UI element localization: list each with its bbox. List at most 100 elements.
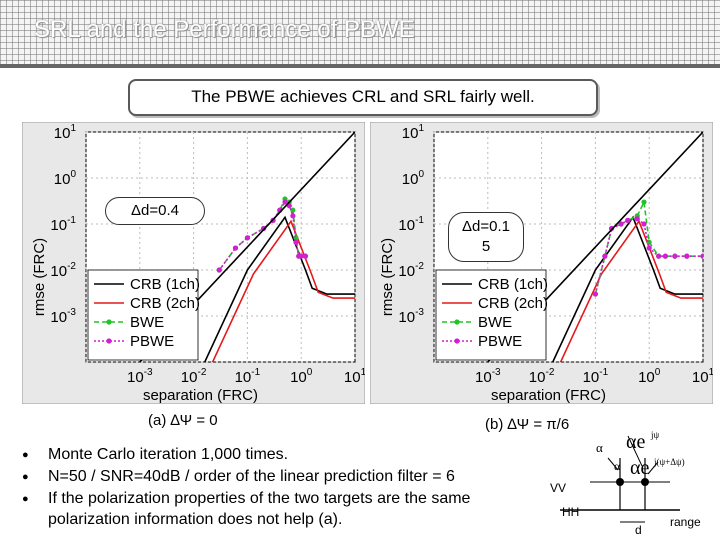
data-point-pbwe — [700, 253, 703, 259]
data-point-pbwe — [244, 235, 250, 241]
rmse-plot-b: 10-3 10-2 10-1 100 10110110010-110-210-3sepa… — [370, 122, 713, 404]
alpha-pointer-1 — [607, 457, 619, 471]
alpha-label: α — [596, 440, 603, 455]
x-tick-label: 10-2 — [529, 367, 555, 386]
bullet-text: N=50 / SNR=40dB / order of the linear pr… — [48, 468, 455, 485]
x-tick-label: 100 — [290, 367, 313, 386]
legend: CRB (1ch) CRB (2ch) BWE PBWE — [435, 269, 548, 361]
legend-label: PBWE — [130, 333, 174, 350]
y-tick-label: 101 — [54, 123, 77, 142]
data-point-pbwe — [216, 267, 222, 273]
y-axis-label: rmse (FRC) — [31, 238, 48, 316]
alpha-pointer-2 — [627, 435, 643, 467]
y-axis-label: rmse (FRC) — [379, 238, 396, 316]
x-tick-label: 100 — [638, 367, 661, 386]
x-tick-label: 10-1 — [583, 367, 609, 386]
summary-text: The PBWE achieves CRL and SRL fairly wel… — [191, 87, 535, 106]
alpha-phase-2-exp: j(ψ+Δψ) — [653, 457, 685, 467]
data-point-pbwe — [625, 217, 631, 223]
bullet-dot-icon: ● — [22, 471, 29, 483]
legend-label: CRB (1ch) — [130, 276, 200, 293]
d-label: d — [635, 523, 642, 537]
data-point-pbwe — [290, 213, 296, 219]
callout-b-line1: Δd=0.1 — [462, 218, 510, 235]
data-point-pbwe — [592, 291, 598, 297]
y-tick-label: 10-2 — [50, 261, 76, 280]
data-point-pbwe — [662, 253, 668, 259]
x-axis-label: separation (FRC) — [491, 387, 606, 404]
legend-label: CRB (2ch) — [478, 295, 548, 312]
alpha-pointer-3 — [647, 461, 659, 475]
legend-marker — [454, 319, 460, 325]
x-tick-label: 10-1 — [235, 367, 261, 386]
bullet-dot-icon: ● — [22, 493, 29, 505]
legend-marker — [106, 319, 112, 325]
data-point-pbwe — [641, 221, 647, 227]
data-point-pbwe — [302, 253, 309, 259]
target-1-marker — [616, 478, 624, 486]
y-tick-label: 100 — [402, 169, 425, 188]
data-point-pbwe — [634, 216, 640, 222]
y-tick-label: 10-1 — [398, 215, 424, 234]
series-line-crb-1ch- — [203, 215, 355, 362]
y-tick-label: 10-3 — [398, 307, 424, 326]
legend: CRB (1ch) CRB (2ch) BWE PBWE — [87, 269, 200, 361]
y-tick-label: 101 — [402, 123, 425, 142]
series-line-crb-1ch- — [551, 215, 703, 362]
legend-label: CRB (1ch) — [478, 276, 548, 293]
legend-label: BWE — [130, 314, 164, 331]
callout-b: Δd=0.1 5 — [448, 212, 524, 262]
legend-label: CRB (2ch) — [130, 295, 200, 312]
bullet-item: ● Monte Carlo iteration 1,000 times. — [22, 444, 542, 466]
bullet-dot-icon: ● — [22, 449, 29, 461]
caption-a: (a) ∆Ψ = 0 — [148, 412, 218, 429]
alpha-phase-1: αe — [626, 431, 645, 453]
data-point-pbwe — [672, 253, 678, 259]
target-2-marker — [641, 478, 649, 486]
bullet-list: ● Monte Carlo iteration 1,000 times. ● N=5… — [22, 444, 542, 530]
x-axis-label: separation (FRC) — [143, 387, 258, 404]
alpha-label-2: α — [614, 459, 621, 473]
series-line-crb-2ch- — [211, 219, 355, 362]
x-tick-label: 10-3 — [475, 367, 501, 386]
polarization-diagram: α α αe jψ αe j(ψ+Δψ) VV HH d range — [550, 430, 701, 537]
alpha-phase-1-exp: jψ — [650, 430, 660, 440]
callout-b-line2: 5 — [481, 238, 491, 255]
legend-label: BWE — [478, 314, 512, 331]
bullet-text: Monte Carlo iteration 1,000 times. — [48, 446, 289, 463]
data-point-pbwe — [618, 221, 624, 227]
range-label: range — [670, 515, 701, 529]
slide-title: SRL and the Performance of PBWE — [34, 16, 415, 43]
legend-marker — [454, 338, 460, 344]
data-point-pbwe — [684, 253, 690, 259]
data-point-pbwe — [656, 253, 662, 259]
series-group — [487, 132, 703, 362]
data-point-pbwe — [602, 253, 608, 259]
alpha-phase-2: αe — [630, 457, 649, 479]
vv-label: VV — [550, 481, 566, 495]
data-point-pbwe — [232, 245, 239, 251]
summary-banner: The PBWE achieves CRL and SRL fairly wel… — [128, 79, 598, 116]
data-point-pbwe — [646, 245, 652, 251]
callout-a: Δd=0.4 — [105, 197, 205, 225]
legend-box — [435, 269, 547, 361]
legend-label: PBWE — [478, 333, 522, 350]
bullet-item: ● If the polarization properties of the t… — [22, 488, 542, 530]
y-tick-label: 10-3 — [50, 307, 76, 326]
data-point-pbwe — [298, 253, 304, 259]
y-tick-label: 10-2 — [398, 261, 424, 280]
x-tick-label: 101 — [692, 367, 713, 386]
data-point-pbwe — [293, 239, 299, 245]
legend-box — [87, 269, 199, 361]
y-tick-label: 100 — [54, 169, 77, 188]
bullet-text: If the polarization properties of the tw… — [48, 490, 471, 528]
x-tick-label: 10-3 — [127, 367, 153, 386]
data-point-bwe — [641, 199, 647, 205]
series-line-crb-2ch- — [559, 219, 703, 362]
rmse-plot-a: 10-3 10-2 10-1 100 10110110010-110-210-3sepa… — [22, 122, 365, 404]
callout-a-text: Δd=0.4 — [131, 202, 179, 219]
bullet-item: ● N=50 / SNR=40dB / order of the linear p… — [22, 466, 542, 488]
data-point-bwe — [290, 207, 296, 213]
caption-b: (b) ∆Ψ = π/6 — [485, 416, 570, 433]
legend-marker — [106, 338, 112, 344]
